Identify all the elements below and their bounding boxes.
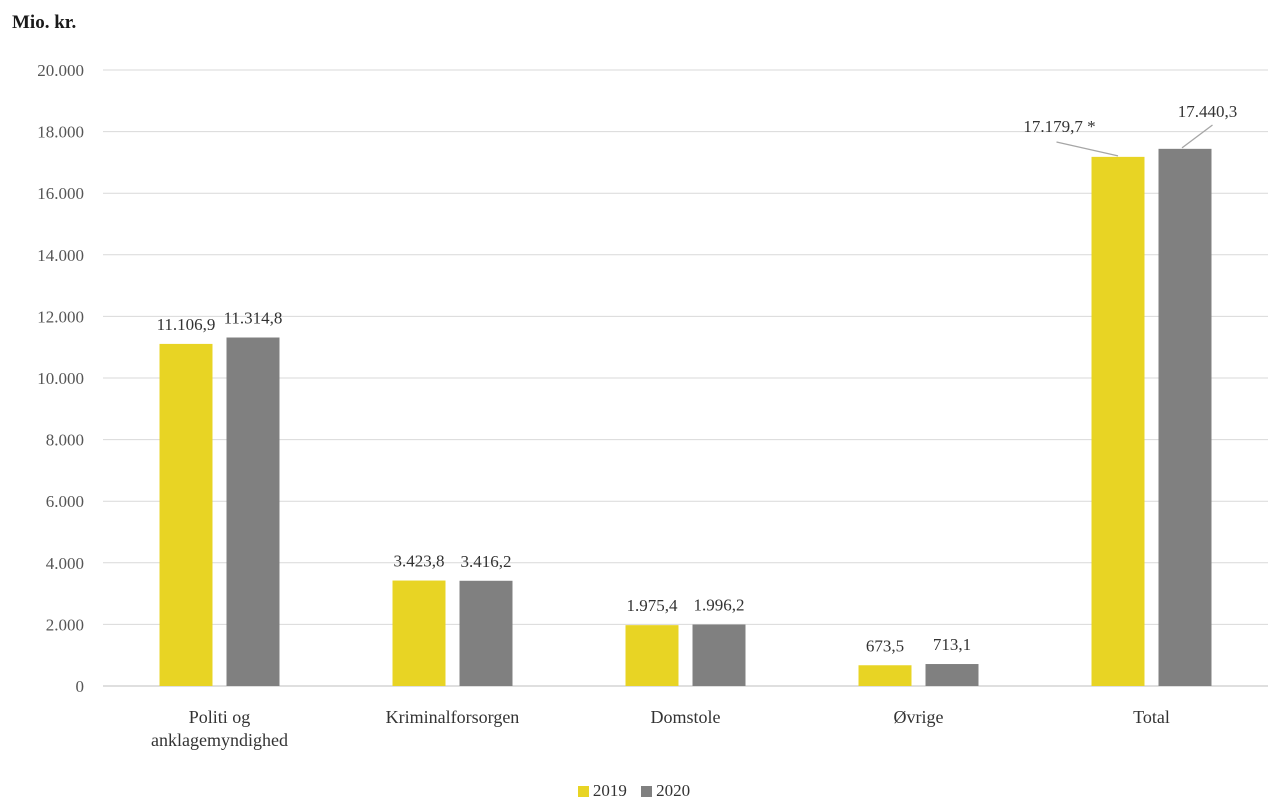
data-label-2019: 1.975,4	[627, 596, 679, 615]
category-label: Kriminalforsorgen	[386, 707, 520, 727]
bar-2019	[1091, 156, 1145, 686]
bar-2020	[226, 337, 280, 686]
y-tick-label: 16.000	[37, 184, 84, 203]
y-tick-label: 6.000	[46, 492, 84, 511]
y-tick-label: 8.000	[46, 431, 84, 450]
y-tick-label: 4.000	[46, 554, 84, 573]
legend: 2019 2020	[0, 781, 1268, 802]
y-tick-label: 12.000	[37, 307, 84, 326]
data-label-2020: 713,1	[933, 635, 971, 654]
bar-chart: 0 2.000 4.000 6.000 8.000 10.000 12.000 14.000 1…	[37, 61, 1268, 750]
category-label: Domstole	[651, 707, 721, 727]
data-label-2020: 1.996,2	[694, 596, 745, 615]
y-tick-label: 0	[76, 677, 85, 696]
leader-line	[1056, 141, 1119, 157]
y-axis-title: Mio. kr.	[12, 12, 77, 33]
data-label-2019: 11.106,9	[157, 315, 216, 334]
y-tick-labels: 0 2.000 4.000 6.000 8.000 10.000 12.000 14.000 1…	[37, 61, 84, 696]
leader-line	[1181, 124, 1213, 149]
bar-2019	[392, 580, 446, 686]
legend-label-2019: 2019	[592, 781, 627, 800]
bar-2020	[692, 624, 746, 686]
data-label-2020: 3.416,2	[461, 552, 512, 571]
data-label-2020: 17.440,3	[1178, 102, 1238, 121]
data-label-2019: 17.179,7 *	[1023, 117, 1095, 136]
data-labels: 11.106,9 11.314,8 3.423,8 3.416,2 1.975,4 1.9…	[157, 102, 1238, 655]
category-label: Politi og	[189, 707, 251, 727]
gridlines	[103, 69, 1268, 687]
category-label: anklagemyndighed	[151, 730, 288, 750]
y-tick-label: 10.000	[37, 369, 84, 388]
bars	[159, 148, 1212, 687]
legend-item-2020: 2020	[641, 781, 690, 801]
y-tick-label: 20.000	[37, 61, 84, 80]
leader-lines	[1056, 124, 1213, 157]
bar-2019	[858, 665, 912, 686]
y-tick-label: 18.000	[37, 123, 84, 142]
data-label-2020: 11.314,8	[224, 309, 283, 328]
legend-swatch-2019	[577, 785, 589, 797]
bar-2020	[1158, 148, 1212, 687]
y-tick-label: 2.000	[46, 615, 84, 634]
legend-label-2020: 2020	[656, 781, 691, 800]
category-label: Øvrige	[894, 707, 944, 727]
data-label-2019: 3.423,8	[394, 552, 445, 571]
bar-2020	[925, 664, 979, 686]
data-label-2019: 673,5	[866, 636, 904, 655]
category-label: Total	[1133, 707, 1170, 727]
y-tick-label: 14.000	[37, 246, 84, 265]
legend-swatch-2020	[641, 785, 653, 797]
bar-2020	[459, 580, 513, 686]
category-labels: Politi og anklagemyndighed Kriminalforsorg…	[151, 707, 1170, 750]
legend-item-2019: 2019	[577, 781, 627, 801]
bar-2019	[625, 625, 679, 686]
bar-2019	[159, 343, 213, 686]
